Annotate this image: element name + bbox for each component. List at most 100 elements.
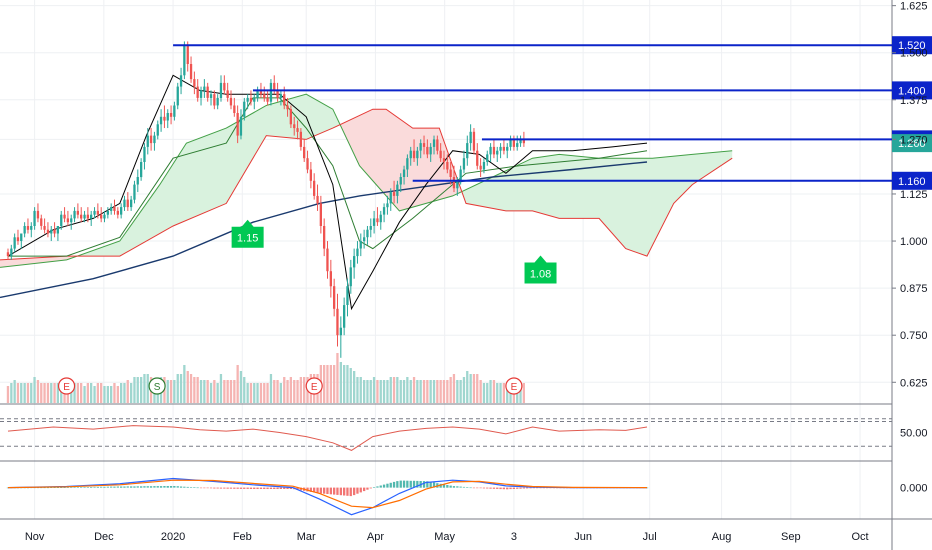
volume-bar	[120, 383, 123, 403]
candle-body	[166, 113, 169, 121]
volume-bar	[432, 380, 436, 403]
volume-bar	[263, 383, 266, 403]
candle-body	[63, 214, 66, 219]
candle-body	[432, 139, 436, 147]
volume-bar	[56, 383, 59, 403]
candle-body	[173, 105, 176, 117]
candle-body	[219, 82, 223, 98]
macd-histogram-bar	[399, 480, 402, 488]
macd-histogram-bar	[153, 486, 156, 488]
candle-body	[343, 305, 346, 328]
macd-histogram-bar	[36, 487, 40, 489]
macd-histogram-bar	[459, 486, 462, 488]
macd-histogram-bar	[353, 487, 356, 496]
candle-body	[333, 286, 336, 309]
candle-body	[502, 146, 505, 151]
macd-histogram-bar	[346, 487, 349, 496]
macd-histogram-bar	[243, 487, 246, 489]
volume-bar	[229, 380, 233, 403]
macd-histogram-bar	[429, 481, 432, 488]
macd-histogram-bar	[106, 486, 109, 488]
macd-histogram-bar	[502, 487, 505, 490]
candle-body	[226, 90, 229, 98]
candle-body	[136, 177, 139, 185]
macd-histogram-bar	[382, 484, 386, 488]
volume-bar	[226, 380, 229, 403]
last-price-label: 1.260	[898, 138, 926, 150]
volume-bar	[496, 383, 499, 403]
macd-histogram-bar	[206, 487, 209, 489]
candle-body	[53, 229, 56, 234]
volume-bar	[246, 383, 249, 403]
candle-body	[246, 97, 249, 102]
macd-histogram-bar	[183, 486, 186, 488]
volume-bar	[130, 383, 133, 403]
volume-bar	[96, 383, 99, 403]
time-tick-label: Aug	[712, 531, 732, 543]
volume-bar	[176, 374, 179, 403]
macd-tick-label: 0.000	[900, 483, 928, 495]
price-tick-label: 1.000	[900, 236, 928, 248]
candle-body	[289, 109, 292, 125]
volume-bar	[506, 383, 509, 403]
macd-histogram-bar	[313, 487, 316, 493]
volume-bar	[179, 374, 183, 403]
macd-histogram-bar	[309, 487, 312, 492]
volume-bar	[339, 362, 342, 403]
horizontal-levels[interactable]: 1.520 1.400 1.270 1.160 1.260	[173, 36, 932, 190]
macd-histogram-bar	[529, 487, 532, 489]
volume-bar	[206, 380, 209, 403]
candle-body	[476, 150, 479, 166]
macd-histogram-bar	[223, 487, 226, 489]
candle-body	[223, 82, 226, 91]
time-tick-label: Feb	[233, 531, 252, 543]
event-marker-label: E	[511, 382, 518, 393]
candle-body	[46, 229, 50, 234]
macd-histogram-bar	[176, 486, 179, 488]
candle-body	[133, 184, 136, 200]
event-marker-label: E	[63, 382, 70, 393]
volume-bar	[266, 383, 269, 403]
macd-histogram-bar	[100, 486, 103, 488]
macd-histogram-bar	[156, 486, 159, 488]
candle-body	[209, 94, 213, 98]
macd-histogram-bar	[209, 487, 213, 489]
macd-histogram-bar	[199, 487, 203, 489]
callout-label: 1.08	[530, 269, 551, 281]
candle-body	[263, 94, 266, 98]
volume-bar	[186, 371, 189, 403]
macd-histogram-bar	[203, 487, 206, 489]
candle-body	[56, 226, 59, 234]
time-tick-label: May	[434, 531, 455, 543]
candle-body	[482, 162, 486, 170]
volume-bar	[113, 383, 116, 403]
candle-body	[60, 214, 63, 226]
candle-body	[336, 308, 339, 336]
volume-bar	[439, 380, 442, 403]
macd-histogram-bar	[522, 487, 525, 489]
volume-bar	[273, 380, 276, 403]
price-callouts: 1.15 1.08	[231, 219, 557, 284]
price-tick-label: 1.125	[900, 189, 928, 201]
price-tick-label: 1.625	[900, 1, 928, 13]
volume-bar	[349, 368, 352, 403]
candle-body	[396, 184, 399, 196]
time-tick-label: Apr	[367, 531, 384, 543]
volume-bar	[26, 383, 30, 403]
macd-histogram-bar	[90, 487, 93, 488]
macd-histogram-bar	[80, 487, 83, 488]
volume-bar	[522, 383, 525, 403]
volume-bar	[456, 380, 459, 403]
macd-histogram-bar	[462, 486, 466, 488]
candle-body	[229, 97, 233, 106]
candle-body	[86, 214, 89, 219]
volume-bar	[189, 374, 193, 403]
volume-bar	[283, 377, 286, 403]
macd-histogram-bar	[329, 487, 332, 495]
candle-body	[123, 199, 126, 208]
cloud-bullish	[77, 94, 341, 257]
candle-body	[30, 226, 33, 230]
macd-histogram-bar	[489, 487, 492, 489]
